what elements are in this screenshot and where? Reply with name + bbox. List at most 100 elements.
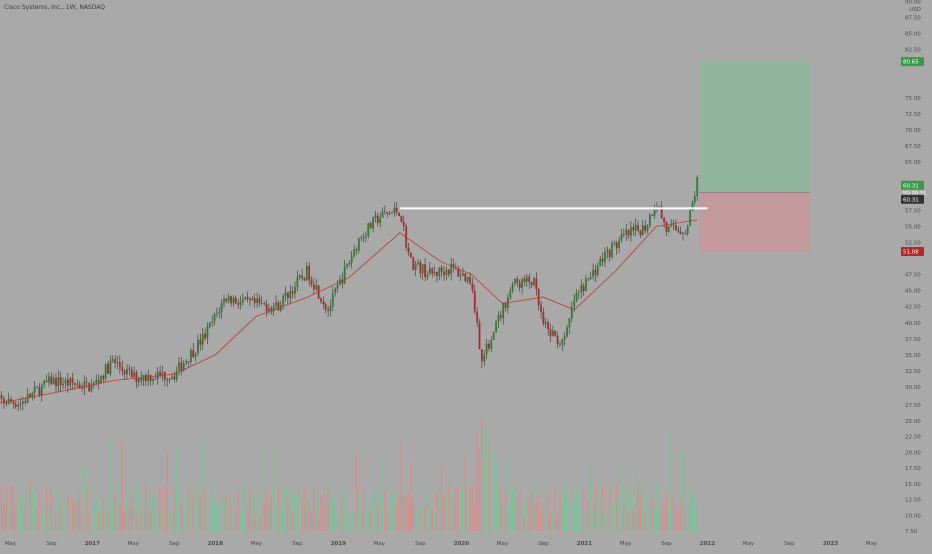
- volume-bar: [249, 494, 251, 531]
- volume-bar: [365, 494, 367, 531]
- candle-body: [445, 270, 447, 275]
- volume-bar: [147, 492, 149, 531]
- candle-body: [150, 375, 152, 381]
- volume-bar: [595, 484, 597, 531]
- candle-body: [696, 177, 698, 196]
- volume-bar: [62, 504, 64, 531]
- candle-body: [637, 225, 639, 230]
- current-price-tag: 60.31: [903, 183, 919, 189]
- time-tick-label: 2023: [823, 541, 838, 547]
- volume-bar: [278, 489, 280, 531]
- target-zone: [699, 62, 810, 193]
- time-tick-label: May: [128, 541, 140, 547]
- candle-body: [110, 361, 112, 374]
- price-tick-label: 85.00: [905, 32, 921, 38]
- candle-body: [107, 364, 109, 374]
- volume-bar: [599, 496, 601, 531]
- volume-bar: [221, 497, 223, 531]
- time-tick-label: Sep: [661, 541, 672, 547]
- volume-bar: [8, 507, 10, 531]
- volume-bar: [192, 495, 194, 531]
- volume-bar: [578, 485, 580, 531]
- volume-bar: [280, 507, 282, 531]
- candle-body: [5, 403, 7, 404]
- position-zones: [699, 62, 810, 252]
- volume-bar: [651, 497, 653, 531]
- volume-bar: [228, 503, 230, 531]
- volume-bar: [159, 488, 161, 531]
- time-tick-label: May: [374, 541, 386, 547]
- volume-bar: [292, 512, 294, 531]
- candle-body: [202, 334, 204, 345]
- volume-bar: [39, 492, 41, 531]
- candle-body: [557, 336, 559, 344]
- candle-body: [114, 359, 116, 363]
- candle-body: [481, 349, 483, 361]
- volume-bar: [154, 493, 156, 531]
- candle-body: [72, 378, 74, 383]
- candle-body: [587, 278, 589, 279]
- volume-bar: [448, 486, 450, 531]
- volume-bar: [327, 488, 329, 531]
- volume-tick-label: 10.00: [905, 513, 921, 519]
- candle-body: [375, 216, 377, 218]
- candle-body: [147, 375, 149, 381]
- candle-body: [332, 293, 334, 306]
- volume-bar: [244, 506, 246, 531]
- candle-body: [337, 285, 339, 289]
- time-tick-label: May: [866, 541, 878, 547]
- volume-bar: [453, 499, 455, 531]
- volume-bar: [488, 442, 490, 531]
- candle-body: [377, 216, 379, 223]
- volume-bar: [74, 499, 76, 531]
- candle-body: [448, 270, 450, 275]
- volume-bar: [375, 486, 377, 531]
- candle-body: [424, 264, 426, 277]
- candle-body: [472, 283, 474, 290]
- volume-bar: [557, 515, 559, 531]
- candle-body: [372, 218, 374, 229]
- candle-body: [438, 268, 440, 276]
- candle-body: [521, 279, 523, 288]
- candle-body: [609, 250, 611, 257]
- candle-body: [199, 340, 201, 345]
- volume-bar: [408, 492, 410, 531]
- volume-bar: [157, 512, 159, 531]
- volume-bar: [500, 484, 502, 531]
- volume-bar: [337, 515, 339, 531]
- volume-bar: [334, 501, 336, 531]
- candle-body: [495, 321, 497, 332]
- candle-body: [386, 212, 388, 214]
- candle-body: [576, 293, 578, 301]
- volume-tick-label: 25.00: [905, 419, 921, 425]
- volume-bar: [644, 510, 646, 531]
- candle-body: [81, 388, 83, 389]
- volume-bar: [547, 494, 549, 531]
- candle-body: [630, 227, 632, 235]
- price-tick-label: 72.50: [905, 112, 921, 118]
- candle-body: [95, 380, 97, 383]
- candle-body: [327, 310, 329, 312]
- volume-bar: [545, 490, 547, 531]
- volume-bar: [188, 488, 190, 531]
- volume-bar: [474, 504, 476, 531]
- volume-bar: [476, 433, 478, 531]
- volume-bar: [169, 498, 171, 531]
- candle-body: [190, 350, 192, 362]
- candle-body: [464, 273, 466, 281]
- candle-body: [561, 340, 563, 345]
- volume-bar: [647, 494, 649, 531]
- volume-bar: [216, 503, 218, 531]
- volume-bar: [211, 488, 213, 531]
- candle-body: [569, 318, 571, 327]
- candle-body: [666, 222, 668, 232]
- candle-body: [500, 315, 502, 317]
- candle-body: [207, 327, 209, 339]
- price-tick-label: 67.50: [905, 144, 921, 150]
- candle-body: [188, 361, 190, 362]
- volume-bar: [346, 513, 348, 531]
- volume-bar: [384, 491, 386, 531]
- volume-bar: [393, 492, 395, 531]
